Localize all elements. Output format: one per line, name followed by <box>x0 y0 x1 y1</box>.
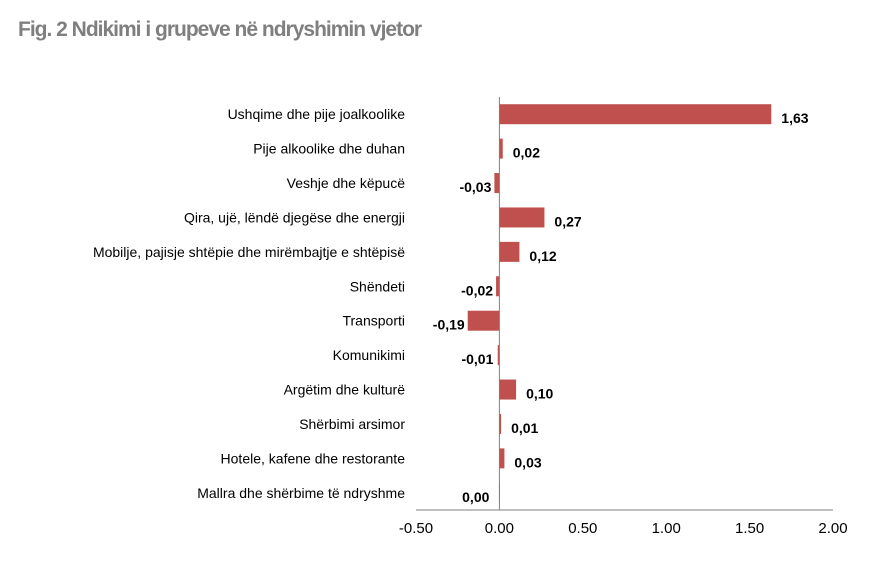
x-tick-label: 1.50 <box>735 520 764 537</box>
bar <box>467 310 500 331</box>
category-label: Mallra dhe shërbime të ndryshme <box>197 485 405 501</box>
data-label: 0,00 <box>462 489 489 505</box>
bar <box>496 276 500 297</box>
data-label: 0,01 <box>511 420 538 436</box>
category-label: Qira, ujë, lëndë djegëse dhe energji <box>184 209 405 225</box>
bar <box>497 345 500 366</box>
data-label: 0,10 <box>526 386 553 402</box>
category-label: Shërbimi arsimor <box>299 416 405 432</box>
data-label: -0,01 <box>461 351 493 367</box>
x-tick-label: 0.50 <box>568 520 597 537</box>
data-label: 0,03 <box>514 454 541 470</box>
data-label: 0,27 <box>554 213 581 229</box>
x-tick-label: -0.50 <box>399 520 433 537</box>
category-label: Komunikimi <box>333 347 405 363</box>
category-label: Ushqime dhe pije joalkoolike <box>228 106 406 122</box>
category-label: Shëndeti <box>350 278 405 294</box>
bar <box>499 241 520 262</box>
x-tick-label: 1.00 <box>652 520 681 537</box>
category-label: Mobilje, pajisje shtëpie dhe mirëmbajtje… <box>93 244 405 260</box>
bar <box>499 448 505 469</box>
bar <box>499 104 772 125</box>
data-label: -0,02 <box>461 282 493 298</box>
category-label: Transporti <box>342 313 405 329</box>
data-label: 0,02 <box>513 145 540 161</box>
x-tick-label: 2.00 <box>818 520 847 537</box>
x-tick-label: 0.00 <box>485 520 514 537</box>
data-label: -0,19 <box>433 317 465 333</box>
bar <box>499 379 517 400</box>
category-label: Pije alkoolike dhe duhan <box>253 141 405 157</box>
data-label: 0,12 <box>529 248 556 264</box>
category-label: Veshje dhe këpucë <box>287 175 406 191</box>
bar <box>499 413 502 434</box>
chart-title: Fig. 2 Ndikimi i grupeve në ndryshimin v… <box>18 18 422 41</box>
data-label: -0,03 <box>459 179 491 195</box>
category-label: Argëtim dhe kulturë <box>284 382 406 398</box>
data-label: 1,63 <box>781 110 808 126</box>
bar <box>499 207 545 228</box>
bar <box>499 138 503 159</box>
category-label: Hotele, kafene dhe restorante <box>221 450 406 466</box>
bar <box>494 173 500 194</box>
